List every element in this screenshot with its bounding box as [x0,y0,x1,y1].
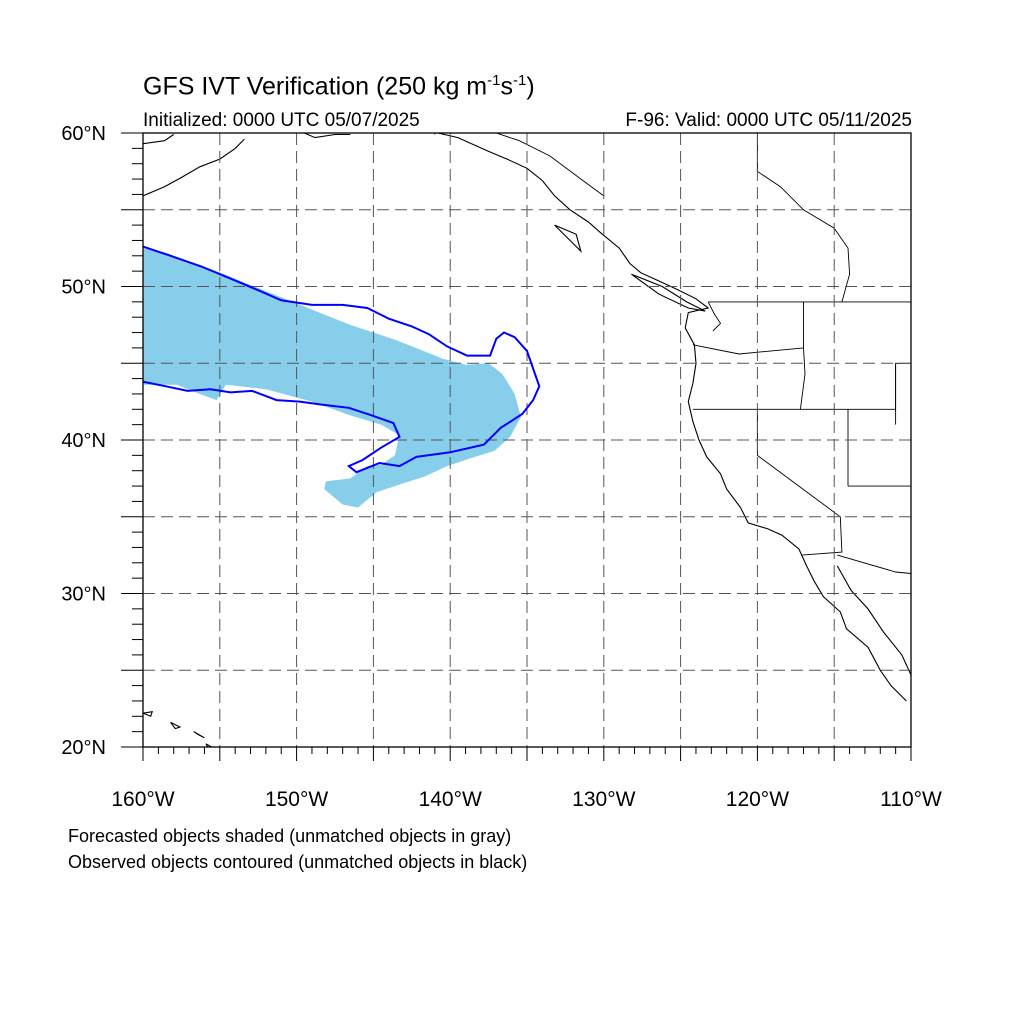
observed-object-contour [143,245,541,474]
lon-tick-label: 160°W [111,788,174,811]
valid-time: F-96: Valid: 0000 UTC 05/11/2025 [625,110,912,131]
coastline-segment [205,743,213,747]
lat-tick-label: 60°N [61,123,106,145]
coastline-segment [554,224,582,254]
lon-tick-label: 110°W [880,788,942,811]
coastline-segment [143,134,175,145]
coastline-segment [631,273,706,312]
lon-tick-label: 150°W [265,788,328,811]
border-line [692,344,804,355]
border-line [496,133,605,197]
map-title: GFS IVT Verification (250 kg m-1s-1) [143,72,535,101]
lat-tick-label: 20°N [61,737,106,759]
initialized-time: Initialized: 0000 UTC 05/07/2025 [143,110,420,131]
lon-tick-label: 120°W [726,788,789,811]
coastline-segment [304,133,351,139]
forecast-object-shading [143,248,521,508]
lat-tick-label: 30°N [61,584,106,606]
axis-ticks [121,132,912,761]
axis-labels: 160°W 150°W 140°W 130°W 120°W 110°W 20°N 30°N 40… [61,123,942,811]
observed-objects [143,245,541,474]
border-line [707,301,722,332]
legend-observed-note: Observed objects contoured (unmatched ob… [68,852,528,872]
lat-tick-label: 50°N [61,277,106,299]
border-line [756,409,843,556]
graticule [143,133,911,747]
border-line [837,554,911,574]
coastline-segment [143,138,245,197]
coastlines [143,133,911,747]
coastline-segment [437,133,907,702]
legend-forecast-note: Forecasted objects shaded (unmatched obj… [68,826,512,846]
coastline-segment [836,565,911,676]
border-line [799,301,806,410]
coastline-segment [193,731,205,739]
lon-tick-label: 130°W [572,788,635,811]
forecast-objects [143,248,521,508]
political-borders [434,133,911,574]
border-line [692,362,911,410]
lat-tick-label: 40°N [61,430,106,452]
coastline-segment [170,721,182,730]
lon-tick-label: 140°W [419,788,482,811]
coastline-segment [143,711,154,718]
border-line [756,133,851,303]
